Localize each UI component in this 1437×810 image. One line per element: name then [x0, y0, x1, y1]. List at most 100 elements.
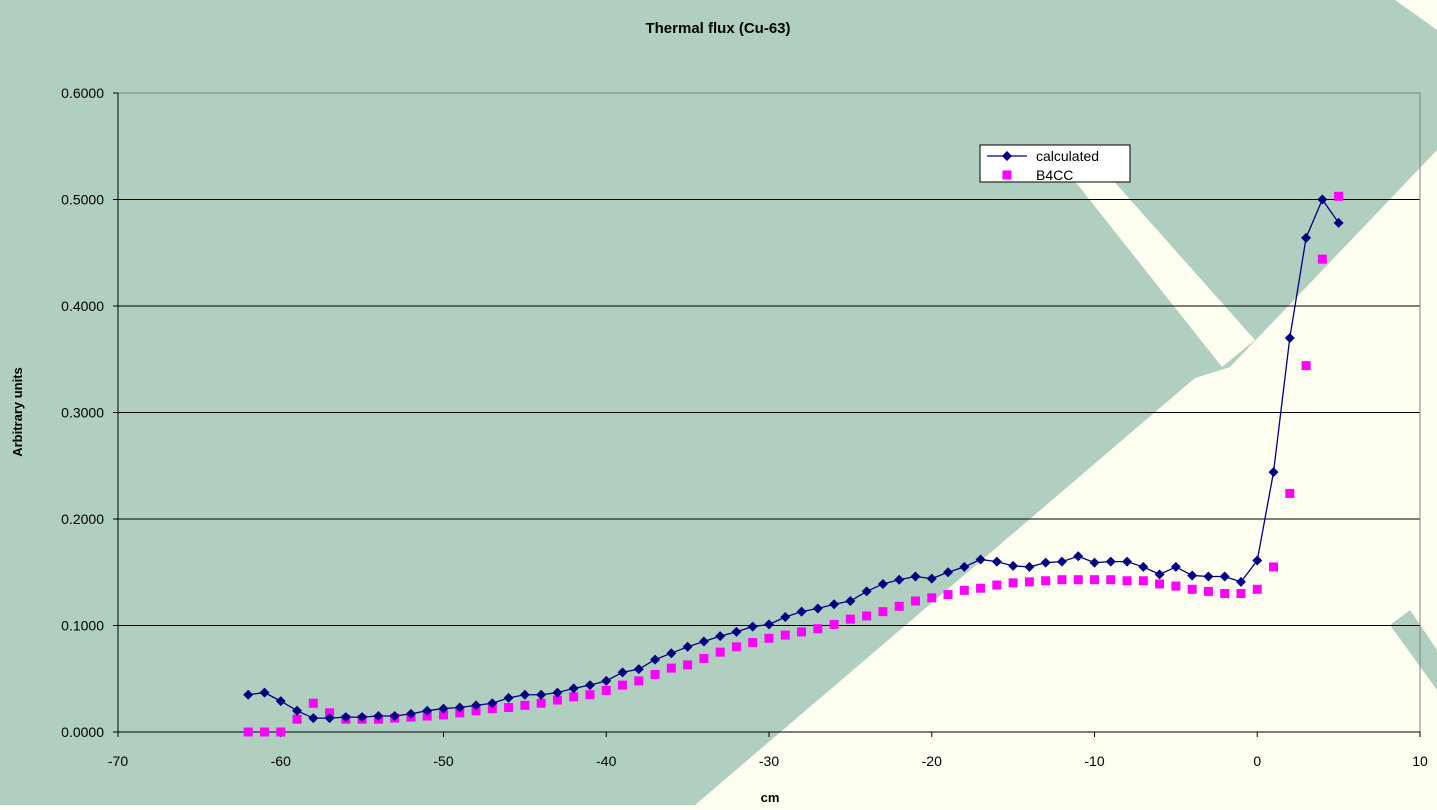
- calculated-point: [877, 578, 888, 589]
- y-axis-title: Arbitrary units: [10, 367, 25, 457]
- b4cc-point: [878, 607, 888, 617]
- b4cc-point: [325, 708, 335, 718]
- calculated-point: [1089, 557, 1100, 568]
- b4cc-point: [715, 647, 725, 657]
- y-tick-label: 0.0000: [61, 724, 104, 740]
- calculated-point: [1008, 560, 1019, 571]
- calculated-point: [1056, 556, 1067, 567]
- y-tick-label: 0.3000: [61, 405, 104, 421]
- x-tick-label: -70: [108, 753, 128, 769]
- calculated-point: [1317, 194, 1328, 205]
- b4cc-point: [780, 630, 790, 640]
- calculated-point: [373, 711, 384, 722]
- calculated-point: [552, 687, 563, 698]
- b4cc-point: [910, 596, 920, 606]
- calculated-point: [959, 561, 970, 572]
- b4cc-point: [699, 654, 709, 664]
- b4cc-point: [748, 638, 758, 648]
- series-group: [243, 191, 1344, 737]
- background-teal-corner: [1390, 610, 1437, 690]
- calculated-point: [1235, 576, 1246, 587]
- calculated-point: [1284, 332, 1295, 343]
- b4cc-point: [1122, 576, 1132, 586]
- calculated-point: [471, 700, 482, 711]
- calculated-point: [308, 713, 319, 724]
- calculated-point: [389, 711, 400, 722]
- legend-b4cc-marker: [1002, 170, 1012, 180]
- calculated-point: [503, 692, 514, 703]
- calculated-point: [243, 689, 254, 700]
- calculated-point: [1219, 571, 1230, 582]
- calculated-point: [519, 689, 530, 700]
- calculated-point: [1024, 561, 1035, 572]
- b4cc-point: [243, 727, 253, 737]
- b4cc-point: [1073, 575, 1083, 585]
- legend-calculated-label: calculated: [1036, 148, 1099, 164]
- b4cc-point: [650, 669, 660, 679]
- calculated-point: [780, 611, 791, 622]
- legend: calculated B4CC: [979, 144, 1131, 183]
- b4cc-point: [618, 680, 628, 690]
- b4cc-point: [504, 703, 514, 713]
- calculated-point: [894, 574, 905, 585]
- plot-area: -70 -60 -50 -40 -30 -20 -10 0 10 0.0000 0.1000 0.2…: [61, 85, 1428, 769]
- b4cc-point: [666, 663, 676, 673]
- b4cc-point: [471, 706, 481, 716]
- calculated-point: [1170, 561, 1181, 572]
- b4cc-point: [1187, 584, 1197, 594]
- b4cc-point: [943, 590, 953, 600]
- background-light-stripe: [1070, 160, 1255, 367]
- calculated-point: [601, 675, 612, 686]
- x-tick-label: -50: [433, 753, 453, 769]
- b4cc-point: [536, 698, 546, 708]
- legend-calculated-marker: [1002, 151, 1012, 161]
- series-calculated: [243, 194, 1344, 724]
- b4cc-point: [1252, 584, 1262, 594]
- calculated-point: [357, 712, 368, 723]
- b4cc-point: [992, 580, 1002, 590]
- b4cc-point: [1155, 579, 1165, 589]
- b4cc-point: [487, 704, 497, 714]
- calculated-point: [275, 696, 286, 707]
- calculated-point: [1187, 570, 1198, 581]
- calculated-point: [731, 626, 742, 637]
- calculated-point: [1203, 571, 1214, 582]
- b4cc-point: [308, 698, 318, 708]
- chart-title: Thermal flux (Cu-63): [645, 20, 790, 37]
- calculated-point: [1138, 561, 1149, 572]
- b4cc-point: [731, 642, 741, 652]
- b4cc-point: [1301, 361, 1311, 371]
- calculated-point: [845, 596, 856, 607]
- b4cc-point: [894, 601, 904, 611]
- calculated-point: [764, 619, 774, 630]
- calculated-point: [405, 708, 416, 719]
- calculated-point: [1040, 557, 1051, 568]
- b4cc-point: [1317, 254, 1327, 264]
- y-tick-label: 0.6000: [61, 85, 104, 101]
- calculated-point: [975, 554, 986, 565]
- b4cc-point: [552, 695, 562, 705]
- calculated-point: [617, 667, 628, 678]
- b4cc-point: [276, 727, 286, 737]
- x-tick-label: -10: [1084, 753, 1104, 769]
- calculated-point: [829, 599, 840, 610]
- y-tick-label: 0.2000: [61, 511, 104, 527]
- calculated-point: [536, 689, 547, 700]
- calculated-point: [812, 603, 823, 614]
- b4cc-point: [683, 660, 693, 670]
- calculated-point: [991, 556, 1002, 567]
- calculated-point: [666, 648, 677, 659]
- calculated-point: [715, 631, 726, 642]
- b4cc-point: [292, 714, 302, 724]
- y-tick-label: 0.4000: [61, 298, 104, 314]
- legend-items: calculated B4CC: [987, 148, 1099, 183]
- x-axis-title: cm: [761, 790, 780, 805]
- x-tick-label: 10: [1412, 753, 1428, 769]
- b4cc-point: [1203, 586, 1213, 596]
- b4cc-point: [1220, 589, 1230, 599]
- legend-b4cc-label: B4CC: [1036, 167, 1073, 183]
- calculated-point: [1333, 217, 1344, 228]
- calculated-point: [584, 680, 595, 691]
